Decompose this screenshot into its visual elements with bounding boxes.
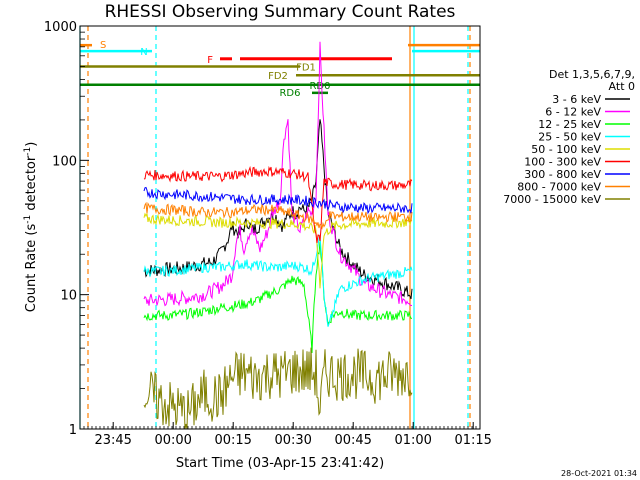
x-tick-label-2: 00:15 [214,433,251,448]
legend-label-4: 50 - 100 keV [531,143,601,156]
y-tick-label-0: 1 [69,423,77,438]
x-tick-label-6: 01:15 [454,433,491,448]
legend-header-line2: Att 0 [609,80,635,93]
timestamp: 28-Oct-2021 01:34 [561,469,637,478]
y-axis-label-sup1: -1 [23,215,33,224]
x-tick-label-4: 00:45 [334,433,371,448]
annotation-label-f: F [207,55,213,66]
legend-label-8: 7000 - 15000 keV [503,193,601,206]
annotation-label-rd6: RD6 [279,88,300,99]
series-line-2 [143,241,413,354]
y-tick-label-3: 1000 [44,20,77,35]
legend-label-0: 3 - 6 keV [552,93,601,106]
legend-label-2: 12 - 25 keV [538,118,601,131]
annotation-label-s: S [100,40,106,51]
chart-title: RHESSI Observing Summary Count Rates [105,2,456,22]
series-line-6 [143,186,413,215]
annotation-label-fd2: FD2 [268,71,288,82]
y-tick-label-2: 100 [52,154,77,169]
series-line-5 [143,165,413,243]
x-tick-label-1: 00:00 [154,433,191,448]
series-line-4 [143,212,413,289]
x-axis-label: Start Time (03-Apr-15 23:41:42) [176,456,384,471]
y-axis-label-main: Count Rate (s [24,224,39,313]
y-axis-label-sup2: -1 [23,147,33,156]
legend-label-6: 300 - 800 keV [524,168,601,181]
y-axis-label: Count Rate (s-1 detector-1) [23,142,39,313]
legend-label-7: 800 - 7000 keV [517,181,601,194]
legend-label-1: 6 - 12 keV [545,106,601,119]
y-axis-label-end: ) [24,142,39,147]
annotation-label-fd1: FD1 [296,62,316,73]
x-tick-label-5: 01:00 [394,433,431,448]
annotation-label-n: N [140,47,147,58]
series-line-3 [143,235,413,327]
annotation-label-rd0: RD0 [309,81,330,92]
legend-label-5: 100 - 300 keV [524,156,601,169]
legend-header-line1: Det 1,3,5,6,7,9, [549,68,635,81]
legend-label-3: 25 - 50 keV [538,131,601,144]
x-tick-label-0: 23:45 [94,433,131,448]
series-line-7 [143,201,413,231]
y-tick-label-1: 10 [60,289,77,304]
x-tick-label-3: 00:30 [274,433,311,448]
y-axis-label-mid: detector [24,155,39,215]
series-line-8 [143,347,413,430]
